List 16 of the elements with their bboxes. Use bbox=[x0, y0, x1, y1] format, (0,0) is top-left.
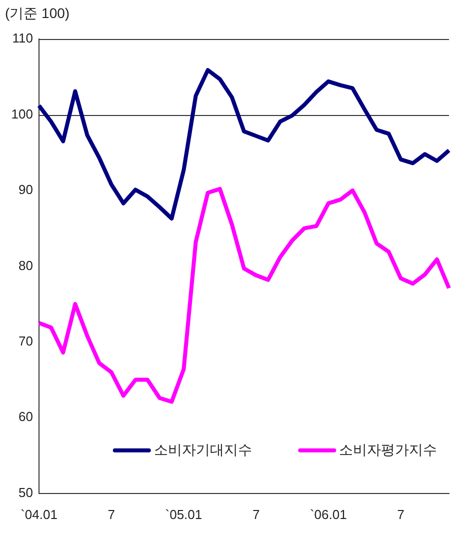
legend-label: 소비자평가지수 bbox=[339, 441, 438, 458]
x-tick-label: 7 bbox=[252, 506, 260, 522]
y-tick-label: 70 bbox=[18, 334, 33, 349]
y-tick-label: 80 bbox=[18, 258, 33, 273]
y-axis-title: (기준 100) bbox=[5, 4, 70, 21]
legend-label: 소비자기대지수 bbox=[154, 441, 252, 458]
y-tick-label: 110 bbox=[12, 30, 33, 46]
x-tick-label: `04.01 bbox=[20, 506, 58, 522]
x-tick-label: `05.01 bbox=[165, 506, 202, 522]
x-tick-label: 7 bbox=[397, 506, 404, 522]
x-tick-label: `06.01 bbox=[310, 506, 347, 522]
y-tick-label: 90 bbox=[18, 182, 33, 198]
x-tick-label: 7 bbox=[108, 506, 115, 522]
y-tick-label: 50 bbox=[18, 484, 33, 500]
y-tick-label: 100 bbox=[11, 106, 33, 122]
y-tick-label: 60 bbox=[18, 409, 33, 424]
